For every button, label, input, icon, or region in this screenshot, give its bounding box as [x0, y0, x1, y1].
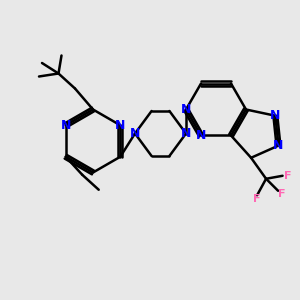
Text: F: F [253, 194, 261, 204]
Text: N: N [270, 109, 280, 122]
Text: N: N [273, 139, 284, 152]
Text: N: N [130, 127, 140, 140]
Text: F: F [284, 171, 292, 181]
Text: N: N [181, 103, 191, 116]
Text: N: N [115, 119, 125, 132]
Text: N: N [196, 129, 206, 142]
Text: N: N [61, 119, 71, 132]
Text: N: N [181, 127, 191, 140]
Text: F: F [278, 189, 285, 200]
